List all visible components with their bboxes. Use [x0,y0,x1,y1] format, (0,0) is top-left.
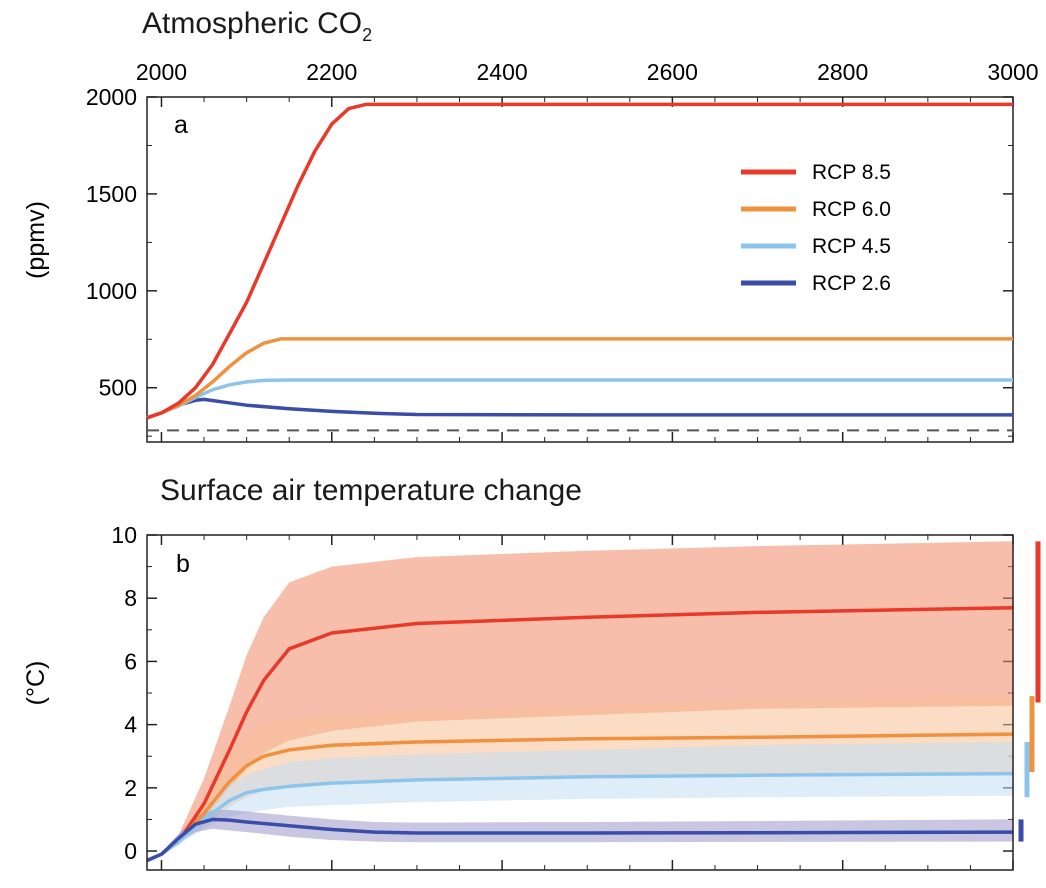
panel-a-line-rcp-2-6 [146,397,1013,420]
panel-b-band-rcp-4-5 [147,742,1013,861]
panel-a-series [146,102,1013,420]
panel-a-top-tick-labels: 2000 2200 2400 2600 2800 3000 [136,59,1039,85]
panel-b-y-tick-label: 10 [111,522,137,548]
panel-b-range-bars [1018,541,1041,842]
panel-b-y-tick-label: 6 [124,648,137,674]
legend-label: RCP 2.6 [812,272,891,295]
panel-b-title: Surface air temperature change [160,474,582,507]
legend-label: RCP 8.5 [812,161,891,184]
panel-a-title: Atmospheric CO2 [142,7,372,45]
legend-label: RCP 4.5 [812,235,891,258]
panel-b-band-rcp-2-6 [147,810,1013,861]
panel-a-title-subscript: 2 [362,25,372,45]
panel-b-uncertainty-bands [147,541,1013,861]
panel-a-x-tick-label: 2000 [136,59,187,85]
panel-a-letter: a [174,111,188,139]
panel-a-line-rcp-8-5 [146,102,1013,420]
panel-a-line-rcp-4-5 [146,378,1013,420]
panel-a-x-tick-label: 2400 [476,59,527,85]
legend-label: RCP 6.0 [812,198,891,221]
panel-a-x-tick-label: 2200 [306,59,357,85]
panel-a-line-rcp-6-0 [146,337,1013,420]
panel-b-y-tick-label: 8 [124,585,137,611]
panel-b-y-tick-labels: 0 2 4 6 8 10 [111,522,137,864]
panel-b-line-rcp-4-5 [146,771,1014,863]
panel-b-y-tick-label: 0 [124,838,137,864]
panel-a-x-tick-label: 2800 [817,59,868,85]
panel-b-band-rcp-8-5 [147,541,1013,861]
panel-a-x-tick-label: 2600 [647,59,698,85]
panel-b-frame [146,534,1014,871]
panel-a-y-tick-label: 2000 [86,84,137,110]
panel-a-y-tick-label: 1000 [86,278,137,304]
panel-b-series [146,605,1014,863]
panel-a-y-tick-label: 1500 [86,181,137,207]
panel-b-y-axis-label: (°C) [22,661,50,706]
panel-a-y-tick-label: 500 [99,375,137,401]
panel-a-legend: RCP 8.5 RCP 6.0 RCP 4.5 RCP 2.6 [741,161,891,295]
panel-a-y-tick-labels: 500 1000 1500 2000 [86,84,137,401]
panel-a-frame [146,96,1014,443]
panel-b-y-tick-label: 2 [124,775,137,801]
panel-b-letter: b [176,550,190,578]
panel-a-y-axis-label: (ppmv) [22,201,50,279]
panel-a-ticks [147,96,1014,442]
panel-a-x-tick-label: 3000 [987,59,1038,85]
panel-b-y-tick-label: 4 [124,712,137,738]
panel-b-line-rcp-2-6 [146,817,1014,863]
